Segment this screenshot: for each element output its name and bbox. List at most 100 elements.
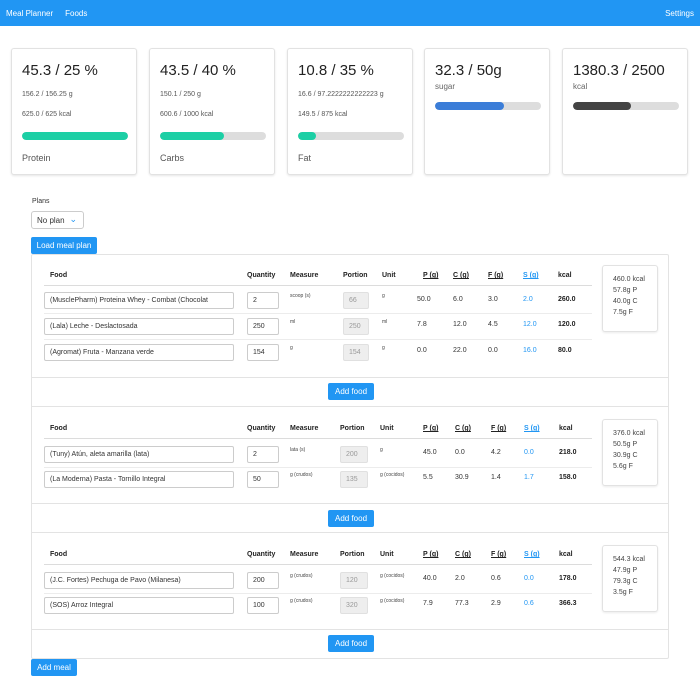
protein-value: 5.5: [423, 474, 433, 481]
carbs-value: 6.0: [453, 296, 463, 303]
protein-value: 0.0: [417, 347, 427, 354]
food-input[interactable]: (MusclePharm) Proteina Whey - Combat (Ch…: [44, 292, 234, 309]
card-kcal-unit: kcal: [573, 82, 588, 91]
col-header-carbs[interactable]: C (g): [455, 551, 471, 558]
card-kcal-value: 1380.3 / 2500: [573, 62, 665, 79]
table-header-divider: [44, 438, 592, 439]
unit-label: g (cocidos): [380, 573, 405, 579]
macro-cards: 45.3 / 25 % 156.2 / 156.25 g 625.0 / 625…: [11, 48, 689, 175]
col-header-fat[interactable]: F (g): [491, 425, 507, 432]
quantity-input[interactable]: 154: [247, 344, 279, 361]
card-carbs-kcal: 600.6 / 1000 kcal: [160, 111, 214, 118]
quantity-input[interactable]: 2: [247, 292, 279, 309]
unit-label: g: [380, 447, 383, 453]
card-sugar-progress-fill: [435, 102, 504, 110]
food-input[interactable]: (J.C. Fortes) Pechuga de Pavo (Milanesa): [44, 572, 234, 589]
meal-summary-fat: 3.5g F: [613, 589, 633, 596]
col-header-measure: Measure: [290, 272, 319, 279]
food-input[interactable]: (La Moderna) Pasta - Tornillo Integral: [44, 471, 234, 488]
meal-summary-carbs: 30.9g C: [613, 452, 638, 459]
nav-brand-meal-planner[interactable]: Meal Planner: [6, 8, 54, 18]
quantity-input[interactable]: 200: [247, 572, 279, 589]
col-header-carbs[interactable]: C (g): [453, 272, 469, 279]
meal-summary-fat: 7.5g F: [613, 309, 633, 316]
meal-footer-divider: [32, 629, 668, 630]
sugar-value: 16.0: [523, 347, 537, 354]
row-divider: [44, 593, 592, 594]
card-fat-label: Fat: [298, 153, 312, 163]
meal-divider: [32, 406, 668, 407]
food-input[interactable]: (SOS) Arroz Integral: [44, 597, 234, 614]
card-sugar: 32.3 / 50g sugar: [424, 48, 550, 175]
protein-value: 45.0: [423, 449, 437, 456]
nav-link-foods[interactable]: Foods: [65, 8, 88, 18]
plan-select-value: No plan: [37, 215, 65, 225]
quantity-input[interactable]: 2: [247, 446, 279, 463]
meal-summary: 544.3 kcal 47.9g P 79.3g C 3.5g F: [602, 545, 658, 612]
col-header-kcal: kcal: [559, 551, 573, 558]
meal-footer-divider: [32, 503, 668, 504]
col-header-fat[interactable]: F (g): [491, 551, 507, 558]
kcal-value: 260.0: [558, 296, 576, 303]
quantity-input[interactable]: 100: [247, 597, 279, 614]
plans-label: Plans: [32, 198, 50, 205]
col-header-fat[interactable]: F (g): [488, 272, 504, 279]
col-header-quantity: Quantity: [247, 551, 276, 558]
card-sugar-value: 32.3 / 50g: [435, 62, 502, 79]
measure-label: lata (s): [290, 447, 306, 453]
portion-input: 66: [343, 292, 369, 309]
col-header-protein[interactable]: P (g): [423, 272, 439, 279]
col-header-sugar[interactable]: S (g): [524, 551, 540, 558]
food-input[interactable]: (Agromat) Fruta - Manzana verde: [44, 344, 234, 361]
add-meal-button[interactable]: Add meal: [31, 659, 77, 676]
quantity-input[interactable]: 50: [247, 471, 279, 488]
meal-3: Food Quantity Measure Portion Unit P (g)…: [32, 532, 668, 629]
col-header-unit: Unit: [380, 425, 394, 432]
card-protein-grams: 156.2 / 156.25 g: [22, 91, 73, 98]
food-input[interactable]: (Tuny) Atún, aleta amarilla (lata): [44, 446, 234, 463]
nav-link-settings[interactable]: Settings: [665, 8, 694, 18]
card-carbs-progress-fill: [160, 132, 224, 140]
col-header-protein[interactable]: P (g): [423, 551, 439, 558]
fat-value: 1.4: [491, 474, 501, 481]
col-header-portion: Portion: [343, 272, 368, 279]
protein-value: 40.0: [423, 575, 437, 582]
add-food-button[interactable]: Add food: [328, 510, 374, 527]
card-carbs-label: Carbs: [160, 153, 185, 163]
load-meal-plan-button[interactable]: Load meal plan: [31, 237, 97, 254]
add-food-button[interactable]: Add food: [328, 383, 374, 400]
add-food-button[interactable]: Add food: [328, 635, 374, 652]
sugar-value: 0.0: [524, 575, 534, 582]
protein-value: 7.9: [423, 600, 433, 607]
col-header-carbs[interactable]: C (g): [455, 425, 471, 432]
col-header-sugar[interactable]: S (g): [523, 272, 539, 279]
meal-2: Food Quantity Measure Portion Unit P (g)…: [32, 406, 668, 503]
table-header-divider: [44, 564, 592, 565]
card-carbs-progress: [160, 132, 266, 140]
card-protein-progress: [22, 132, 128, 140]
fat-value: 2.9: [491, 600, 501, 607]
plan-select[interactable]: No plan ⌄: [31, 211, 84, 229]
card-carbs-grams: 150.1 / 250 g: [160, 91, 201, 98]
fat-value: 3.0: [488, 296, 498, 303]
col-header-sugar[interactable]: S (g): [524, 425, 540, 432]
meal-summary-carbs: 79.3g C: [613, 578, 638, 585]
unit-label: ml: [382, 319, 388, 325]
col-header-protein[interactable]: P (g): [423, 425, 439, 432]
portion-input: 200: [340, 446, 368, 463]
portion-input: 320: [340, 597, 368, 614]
card-sugar-progress: [435, 102, 541, 110]
measure-label: g: [290, 345, 293, 351]
kcal-value: 120.0: [558, 321, 576, 328]
food-input[interactable]: (Lala) Leche - Deslactosada: [44, 318, 234, 335]
sugar-value: 1.7: [524, 474, 534, 481]
col-header-quantity: Quantity: [247, 272, 276, 279]
card-protein-label: Protein: [22, 153, 51, 163]
sugar-value: 0.0: [524, 449, 534, 456]
quantity-input[interactable]: 250: [247, 318, 279, 335]
unit-label: g (cocidos): [380, 472, 405, 478]
unit-label: g: [382, 293, 385, 299]
card-protein-progress-fill: [22, 132, 128, 140]
meal-footer-divider: [32, 377, 668, 378]
meal-summary-kcal: 376.0 kcal: [613, 430, 645, 437]
